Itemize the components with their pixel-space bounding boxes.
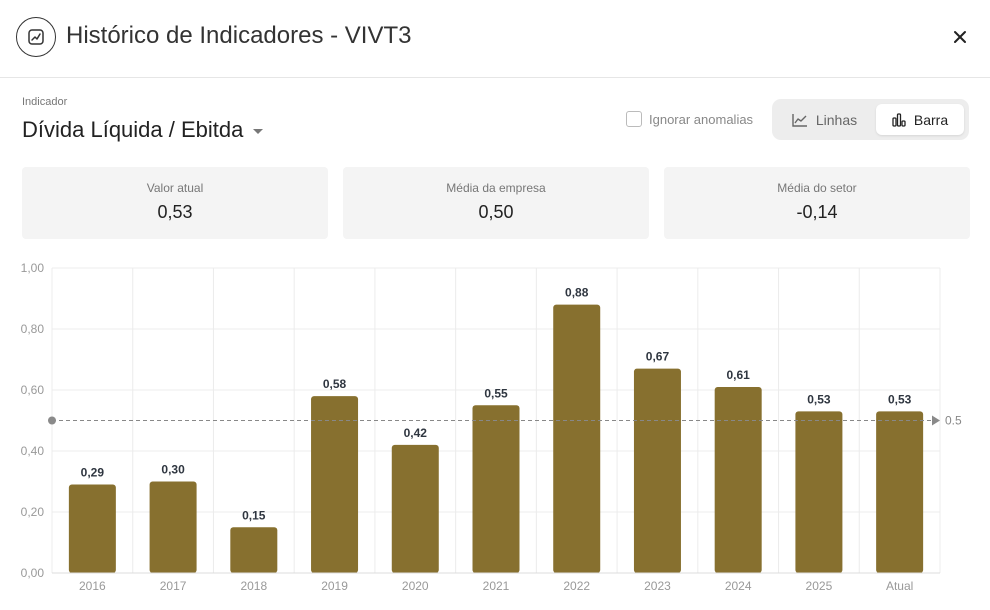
- chart-bar: [795, 411, 843, 573]
- company-average-card: Média da empresa 0,50: [343, 167, 649, 239]
- x-tick-label: 2017: [160, 579, 187, 593]
- x-tick-label: 2016: [79, 579, 106, 593]
- bar-value-label: 0,42: [404, 426, 428, 440]
- ignore-anomalies-toggle[interactable]: Ignorar anomalias: [626, 111, 753, 127]
- card-value: -0,14: [796, 202, 838, 222]
- chart-bar: [633, 368, 681, 573]
- bar-value-label: 0,15: [242, 508, 266, 522]
- card-value: 0,50: [478, 202, 514, 222]
- chart-bar: [876, 411, 924, 573]
- bar-value-label: 0,61: [727, 368, 751, 382]
- y-tick-label: 0,60: [21, 383, 45, 397]
- ignore-anomalies-checkbox[interactable]: [626, 111, 642, 127]
- close-icon[interactable]: [945, 22, 975, 52]
- y-tick-label: 0,20: [21, 505, 45, 519]
- chart-bar: [553, 304, 601, 573]
- chart-bar: [714, 386, 762, 573]
- bar-chart-icon: [892, 112, 906, 127]
- x-tick-label: 2023: [644, 579, 671, 593]
- bar-view-button[interactable]: Barra: [876, 104, 964, 135]
- bar-value-label: 0,55: [484, 386, 508, 400]
- x-tick-label: 2022: [563, 579, 590, 593]
- card-label: Média da empresa: [446, 181, 546, 195]
- reference-line-dot: [48, 416, 56, 425]
- bar-value-label: 0,53: [888, 392, 912, 406]
- x-tick-label: 2024: [725, 579, 752, 593]
- x-tick-label: 2021: [483, 579, 510, 593]
- y-tick-label: 0,80: [21, 322, 45, 336]
- x-tick-label: 2019: [321, 579, 348, 593]
- modal-title: Histórico de Indicadores - VIVT3: [66, 22, 412, 49]
- current-value-card: Valor atual 0,53: [22, 167, 328, 239]
- bar-chart: 0,00 0,20 0,40 0,60 0,80 1,00 0,29 2016 0,30 2017…: [21, 261, 962, 593]
- card-label: Média do setor: [777, 181, 857, 195]
- y-tick-label: 1,00: [21, 261, 45, 275]
- x-tick-label: 2018: [240, 579, 267, 593]
- line-chart-icon: [792, 113, 807, 127]
- lines-view-label: Linhas: [815, 111, 858, 128]
- card-value: 0,53: [157, 202, 193, 222]
- chart-icon: [16, 17, 56, 57]
- ignore-anomalies-label: Ignorar anomalias: [649, 111, 754, 127]
- y-tick-label: 0,40: [21, 444, 45, 458]
- y-tick-label: 0,00: [21, 566, 45, 580]
- reference-line-arrow: [932, 415, 940, 426]
- lines-view-button[interactable]: Linhas: [777, 104, 872, 135]
- chart-bar: [311, 396, 359, 573]
- chart-bar: [68, 484, 116, 573]
- chart-bar: [230, 527, 278, 573]
- sector-average-card: Média do setor -0,14: [664, 167, 970, 239]
- indicator-dropdown[interactable]: Dívida Líquida / Ebitda: [22, 117, 264, 143]
- chart-bar: [391, 444, 439, 573]
- bar-view-label: Barra: [913, 111, 949, 128]
- indicator-label: Indicador: [22, 96, 68, 108]
- bar-value-label: 0,53: [807, 392, 831, 406]
- x-tick-label: 2020: [402, 579, 429, 593]
- caret-down-icon: [253, 128, 264, 134]
- modal-header: Histórico de Indicadores - VIVT3: [0, 0, 990, 78]
- bar-value-label: 0,88: [565, 286, 589, 300]
- view-toggle: Linhas Barra: [772, 99, 969, 140]
- card-label: Valor atual: [146, 181, 204, 195]
- bar-value-label: 0,29: [81, 466, 105, 480]
- reference-line-label: 0.5: [945, 414, 962, 428]
- bar-value-label: 0,30: [161, 463, 185, 477]
- x-tick-label: 2025: [806, 579, 833, 593]
- x-tick-label: Atual: [886, 579, 913, 593]
- chart-bar: [472, 405, 520, 573]
- chart-bar: [149, 481, 197, 573]
- indicator-selected-value: Dívida Líquida / Ebitda: [22, 117, 244, 142]
- bar-value-label: 0,67: [646, 350, 670, 364]
- bar-value-label: 0,58: [323, 377, 347, 391]
